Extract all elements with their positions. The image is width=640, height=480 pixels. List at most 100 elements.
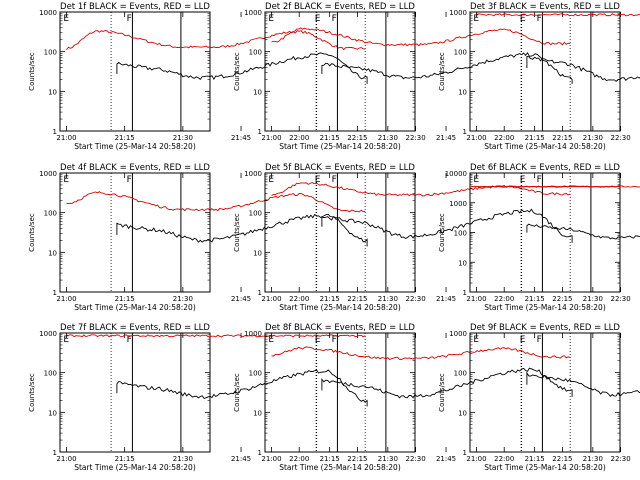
marker-letter: F [127,335,132,345]
chart-panel-3: Det 3f BLACK = Events, RED = LLD 1 10 100 10… [438,2,640,151]
chart-title: Det 8f BLACK = Events, RED = LLD [265,323,415,333]
x-tick-label: 21:30 [173,455,193,463]
y-tick-label: 10 [253,409,262,417]
y-tick-label: 100 [454,49,467,57]
x-tick-label: 21:00 [261,134,281,142]
chart-panel-1: Det 1f BLACK = Events, RED = LLD 1 10 100 10… [28,2,426,151]
x-tick-label: 21:30 [378,295,398,303]
chart-panel-2: Det 2f BLACK = Events, RED = LLD 1 10 100 10… [233,2,631,151]
x-axis-label: Start Time (25-Mar-14 20:58:20) [484,463,606,472]
marker-letter: E [520,175,526,185]
plot-frame [264,11,416,132]
y-tick-label: 1000 [244,330,262,338]
x-tick-label: 21:00 [261,455,281,463]
y-tick-label: 100 [249,210,262,218]
marker-letter: E [315,335,321,345]
y-tick-label: 1 [53,449,57,457]
x-tick-label: 21:45 [436,295,456,303]
series-events-line [116,369,368,407]
marker-letter: E [268,14,274,24]
x-tick-label: 22:00 [289,455,309,463]
y-tick-label: 10 [48,409,57,417]
y-tick-label: 100 [454,230,467,238]
x-tick-label: 22:30 [405,134,425,142]
y-axis-label: Counts/sec [438,52,446,91]
x-tick-label: 22:15 [347,295,367,303]
marker-letter: E [315,14,321,24]
x-tick-label: 22:30 [405,295,425,303]
x-tick-label: 22:15 [552,134,572,142]
y-tick-label: 100 [44,370,57,378]
x-tick-label: 21:30 [583,134,603,142]
marker-letter: F [537,335,542,345]
x-tick-label: 22:15 [347,134,367,142]
series-lld-line [271,27,571,47]
x-tick-label: 21:15 [525,134,545,142]
y-axis-label: Counts/sec [233,373,241,412]
x-tick-label: 21:00 [466,295,486,303]
y-tick-label: 10 [48,249,57,257]
y-tick-label: 1 [258,289,262,297]
y-tick-label: 10 [458,409,467,417]
y-axis-label: Counts/sec [233,213,241,252]
series-events-line [526,371,640,397]
chart-title: Det 3f BLACK = Events, RED = LLD [470,2,620,12]
marker-letter: E [63,335,69,345]
marker-letter: F [332,335,337,345]
y-axis-label: Counts/sec [233,52,241,91]
x-tick-label: 21:45 [231,295,251,303]
x-axis-label: Start Time (25-Mar-14 20:58:20) [484,303,606,312]
x-tick-label: 22:15 [552,455,572,463]
x-tick-label: 21:30 [378,134,398,142]
x-tick-label: 22:30 [610,455,630,463]
x-tick-label: 21:30 [173,295,193,303]
marker-letter: E [520,335,526,345]
y-tick-label: 10 [253,88,262,96]
chart-panel-4: Det 4f BLACK = Events, RED = LLD 1 10 100 10… [28,163,426,312]
plot-frame [59,172,211,293]
y-tick-label: 10000 [445,170,467,178]
chart-title: Det 5f BLACK = Events, RED = LLD [265,163,415,173]
y-tick-label: 1000 [449,330,467,338]
marker-letter: E [473,175,479,185]
y-tick-label: 100 [44,210,57,218]
y-tick-label: 100 [454,370,467,378]
chart-panel-9: Det 9f BLACK = Events, RED = LLD 1 10 100 10… [438,323,640,472]
y-tick-label: 10 [458,259,467,267]
series-lld-line [66,191,366,213]
x-tick-label: 22:30 [405,455,425,463]
marker-letter: E [268,335,274,345]
x-tick-label: 22:00 [289,134,309,142]
y-tick-label: 1000 [449,200,467,208]
x-tick-label: 21:00 [466,455,486,463]
chart-title: Det 6f BLACK = Events, RED = LLD [470,163,620,173]
x-tick-label: 21:00 [56,134,76,142]
x-tick-label: 22:15 [347,455,367,463]
marker-letter: E [520,14,526,24]
chart-title: Det 1f BLACK = Events, RED = LLD [60,2,210,12]
chart-panel-5: Det 5f BLACK = Events, RED = LLD 1 10 100 10… [233,163,631,312]
plot-frame [469,332,621,453]
marker-letter: F [537,175,542,185]
marker-letter: E [473,335,479,345]
x-tick-label: 21:15 [320,455,340,463]
plot-frame [469,172,621,293]
series-events-line [116,213,368,247]
marker-letter: E [268,175,274,185]
series-lld-line [66,30,366,51]
chart-title: Det 9f BLACK = Events, RED = LLD [470,323,620,333]
series-events-line [321,367,573,399]
series-events-line [526,223,640,240]
x-tick-label: 21:00 [466,134,486,142]
x-tick-label: 22:00 [494,295,514,303]
x-tick-label: 21:00 [56,455,76,463]
x-tick-label: 21:45 [436,455,456,463]
series-events-line [321,51,573,84]
chart-title: Det 2f BLACK = Events, RED = LLD [265,2,415,12]
x-tick-label: 21:45 [231,134,251,142]
plot-frame [264,172,416,293]
marker-letter: F [332,175,337,185]
y-tick-label: 1 [258,449,262,457]
x-axis-label: Start Time (25-Mar-14 20:58:20) [279,463,401,472]
x-tick-label: 21:30 [173,134,193,142]
